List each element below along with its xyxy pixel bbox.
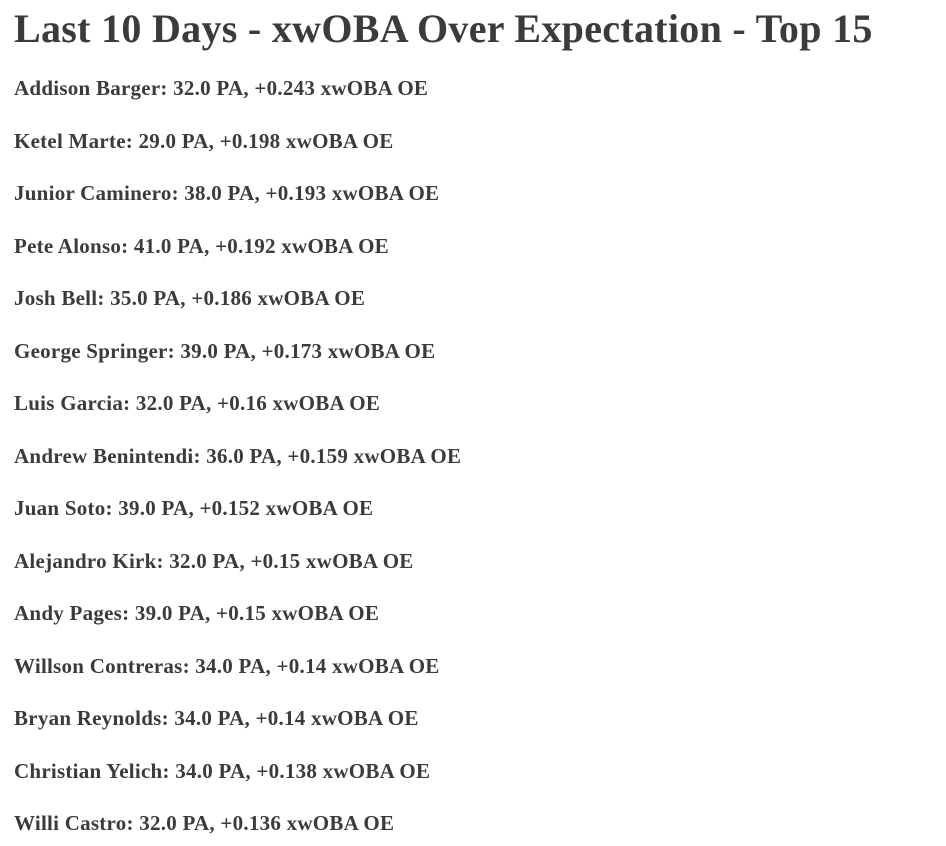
player-line: Juan Soto: 39.0 PA, +0.152 xwOBA OE [14, 496, 374, 521]
player-line: Bryan Reynolds: 34.0 PA, +0.14 xwOBA OE [14, 706, 419, 731]
player-line: Josh Bell: 35.0 PA, +0.186 xwOBA OE [14, 286, 366, 311]
player-line: Luis Garcia: 32.0 PA, +0.16 xwOBA OE [14, 391, 381, 416]
player-line: Andrew Benintendi: 36.0 PA, +0.159 xwOBA… [14, 443, 462, 468]
player-line: Willi Castro: 32.0 PA, +0.136 xwOBA OE [14, 811, 395, 836]
player-line: Junior Caminero: 38.0 PA, +0.193 xwOBA O… [14, 181, 440, 206]
player-line: Addison Barger: 32.0 PA, +0.243 xwOBA OE [14, 76, 429, 101]
player-line: Alejandro Kirk: 32.0 PA, +0.15 xwOBA OE [14, 548, 414, 573]
player-line: Pete Alonso: 41.0 PA, +0.192 xwOBA OE [14, 233, 389, 258]
player-line: Andy Pages: 39.0 PA, +0.15 xwOBA OE [14, 601, 380, 626]
player-list: Addison Barger: 32.0 PA, +0.243 xwOBA OE… [14, 78, 936, 834]
player-line: Willson Contreras: 34.0 PA, +0.14 xwOBA … [14, 653, 440, 678]
player-line: Ketel Marte: 29.0 PA, +0.198 xwOBA OE [14, 128, 394, 153]
page-title: Last 10 Days - xwOBA Over Expectation - … [14, 6, 873, 51]
player-line: George Springer: 39.0 PA, +0.173 xwOBA O… [14, 338, 436, 363]
player-line: Christian Yelich: 34.0 PA, +0.138 xwOBA … [14, 758, 431, 783]
